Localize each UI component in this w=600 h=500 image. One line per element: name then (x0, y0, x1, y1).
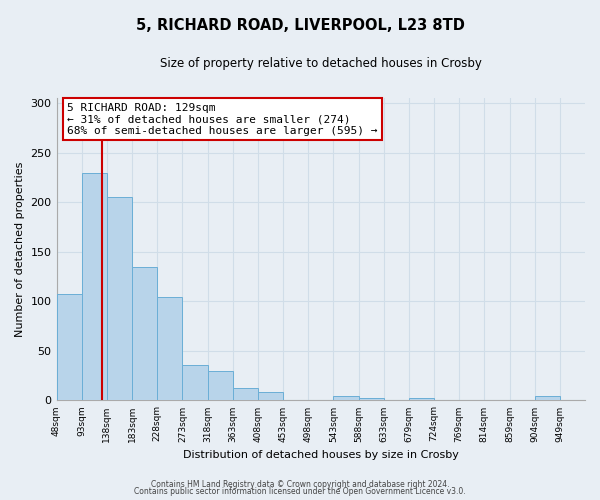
Bar (182, 364, 208, 400)
Bar (409, 398, 434, 400)
Bar (82, 174, 107, 400)
Bar (157, 298, 182, 401)
Bar (233, 388, 258, 400)
Text: 5, RICHARD ROAD, LIVERPOOL, L23 8TD: 5, RICHARD ROAD, LIVERPOOL, L23 8TD (136, 18, 464, 32)
Bar (359, 398, 383, 400)
Bar (132, 266, 157, 400)
X-axis label: Distribution of detached houses by size in Crosby: Distribution of detached houses by size … (183, 450, 459, 460)
Text: Contains HM Land Registry data © Crown copyright and database right 2024.: Contains HM Land Registry data © Crown c… (151, 480, 449, 489)
Bar (535, 396, 560, 400)
Text: 5 RICHARD ROAD: 129sqm
← 31% of detached houses are smaller (274)
68% of semi-de: 5 RICHARD ROAD: 129sqm ← 31% of detached… (67, 102, 377, 136)
Text: Contains public sector information licensed under the Open Government Licence v3: Contains public sector information licen… (134, 487, 466, 496)
Bar (107, 197, 132, 400)
Y-axis label: Number of detached properties: Number of detached properties (15, 162, 25, 337)
Bar (258, 392, 283, 400)
Bar (56, 294, 82, 401)
Title: Size of property relative to detached houses in Crosby: Size of property relative to detached ho… (160, 58, 482, 70)
Bar (208, 370, 233, 400)
Bar (334, 396, 359, 400)
